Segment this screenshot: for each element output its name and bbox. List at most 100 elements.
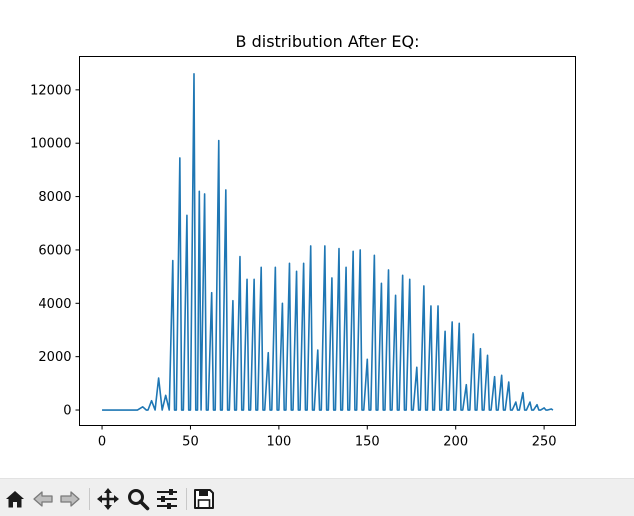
save-button[interactable] [192,487,216,511]
forward-button[interactable] [58,487,82,511]
data-point [236,409,237,410]
data-point [335,409,336,410]
data-point [229,409,230,410]
move-icon [97,488,119,510]
plot-frame [79,56,576,426]
data-point [512,409,513,410]
data-point [264,409,265,410]
data-point [248,409,249,410]
data-point [137,409,138,410]
data-point [200,409,201,410]
chart-title: B distribution After EQ: [236,32,420,51]
data-point [444,331,445,332]
y-tick-label: 4000 [38,297,71,312]
data-point [261,267,262,268]
data-point [374,255,375,256]
forward-arrow-icon [60,491,80,507]
data-point [174,409,175,410]
data-point [354,409,355,410]
data-point [434,409,435,410]
data-point [402,275,403,276]
data-point [246,279,247,280]
data-point [397,409,398,410]
data-point [416,367,417,368]
data-point [370,409,371,410]
data-point [147,409,148,410]
data-point [204,193,205,194]
x-tick-label: 200 [443,435,468,450]
data-point [307,409,308,410]
data-point [169,409,170,410]
data-point [299,409,300,410]
data-point [361,409,362,410]
data-point [262,409,263,410]
data-point [271,409,272,410]
data-point [291,409,292,410]
data-point [314,409,315,410]
data-point [367,359,368,360]
data-point [257,409,258,410]
data-point [533,409,534,410]
data-point [496,409,497,410]
data-point [188,409,189,410]
data-point [218,140,219,141]
data-point [305,409,306,410]
back-button[interactable] [31,487,55,511]
data-point [404,409,405,410]
data-point [517,409,518,410]
data-point [319,409,320,410]
data-point [531,409,532,410]
data-point [321,409,322,410]
data-point [413,409,414,410]
figure-canvas: B distribution After EQ: 0 50 100 150 200 250… [30,32,576,450]
data-point [526,409,527,410]
data-point [284,409,285,410]
home-button[interactable] [3,487,27,511]
data-point [395,295,396,296]
back-arrow-icon [33,491,53,507]
data-point [460,409,461,410]
x-tick-label: 50 [182,435,199,450]
data-point [220,409,221,410]
data-point [390,409,391,410]
pan-button[interactable] [96,487,120,511]
data-point [333,409,334,410]
data-point [213,409,214,410]
data-point [342,409,343,410]
y-tick-label: 0 [63,404,71,419]
data-point [377,409,378,410]
data-point [473,333,474,334]
configure-subplots-button[interactable] [155,487,179,511]
data-point [476,409,477,410]
data-point [250,409,251,410]
data-point [490,409,491,410]
data-point [232,300,233,301]
data-point [356,409,357,410]
data-point [487,355,488,356]
data-point [455,409,456,410]
data-point [269,409,270,410]
data-point [363,409,364,410]
data-point [211,292,212,293]
navigation-toolbar [0,478,634,516]
data-point [239,256,240,257]
data-point [277,409,278,410]
data-point [547,409,548,410]
data-point [432,409,433,410]
data-point [195,409,196,410]
data-point [540,409,541,410]
data-point [368,409,369,410]
x-axis-ticks: 0 50 100 150 200 250 [98,425,557,450]
data-point [551,408,552,409]
data-point [227,409,228,410]
data-point [154,409,155,410]
data-point [383,409,384,410]
data-point [190,409,191,410]
data-point [545,409,546,410]
zoom-button[interactable] [126,487,150,511]
data-point [448,409,449,410]
data-point [215,409,216,410]
data-point [285,409,286,410]
data-point [376,409,377,410]
data-point [206,409,207,410]
